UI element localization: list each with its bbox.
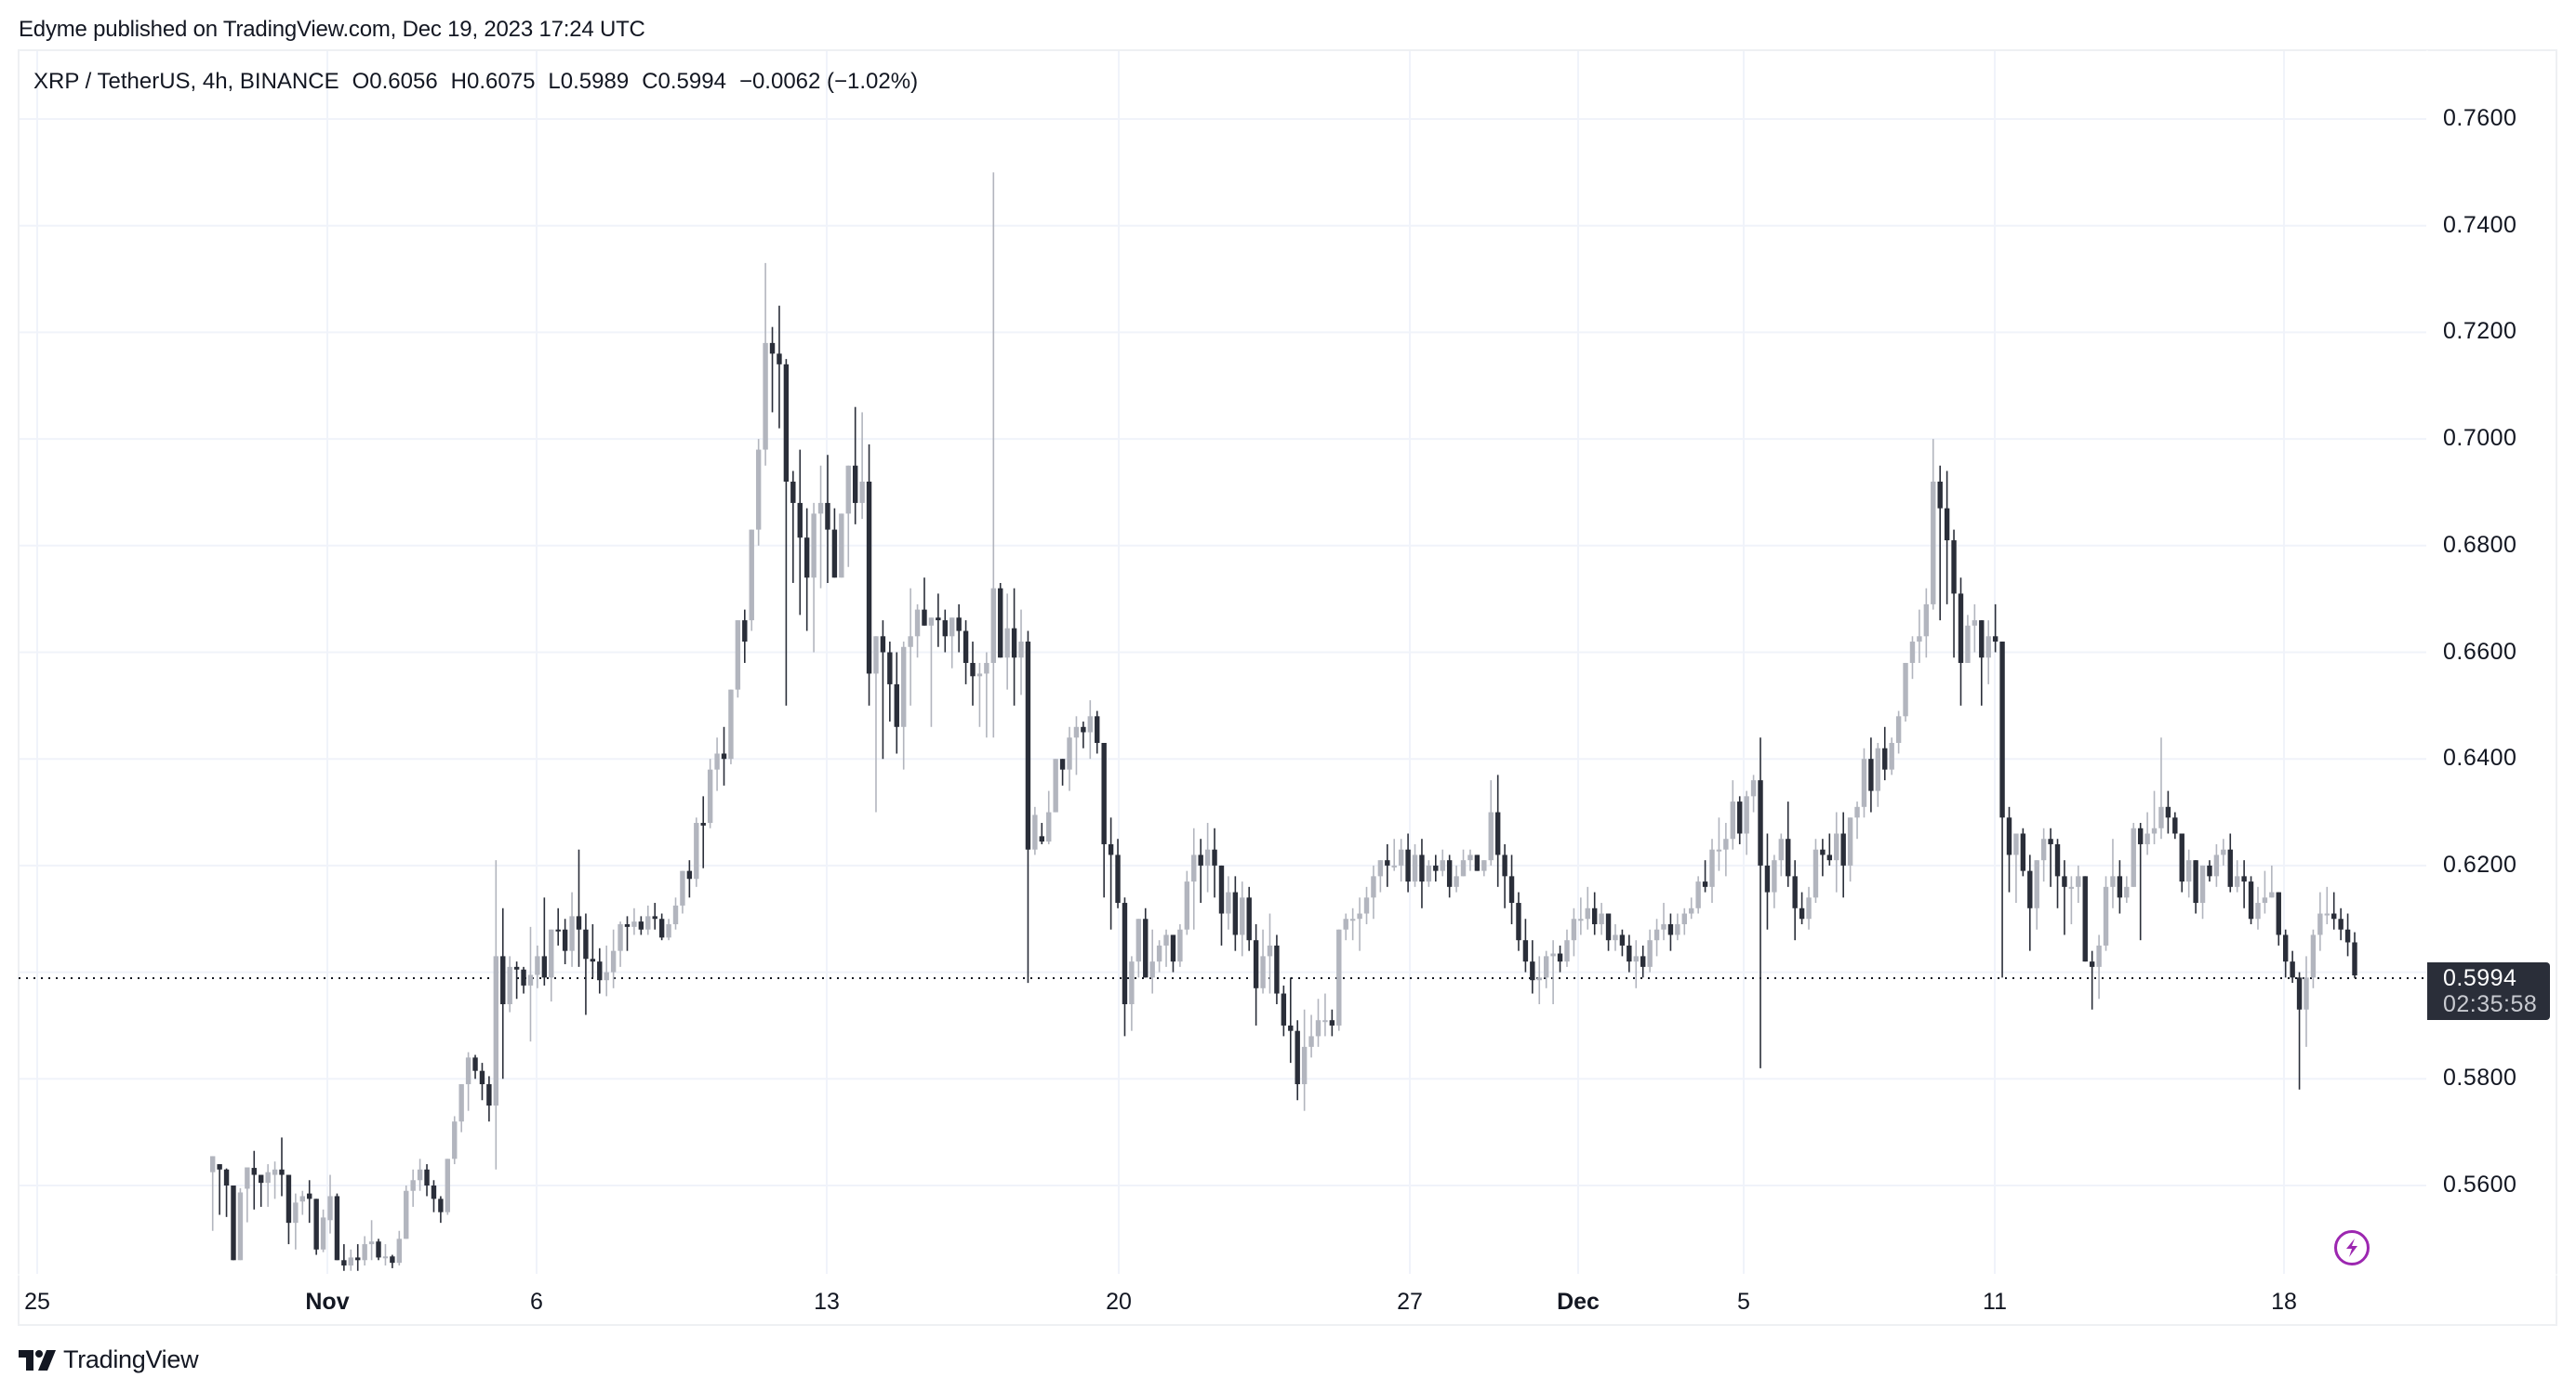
legend-symbol[interactable]: XRP / TetherUS, 4h, BINANCE [33, 69, 339, 94]
chart-legend: XRP / TetherUS, 4h, BINANCE O0.6056 H0.607… [33, 69, 931, 95]
time-tick-label: Nov [305, 1289, 350, 1315]
legend-close: C0.5994 [642, 69, 726, 94]
last-price-value: 0.5994 [2443, 965, 2517, 991]
tradingview-logo-icon [19, 1349, 56, 1371]
time-tick-label: 6 [530, 1289, 543, 1315]
footer-brand[interactable]: TradingView [19, 1345, 199, 1374]
publish-caption: Edyme published on TradingView.com, Dec … [19, 17, 645, 42]
time-tick-label: 13 [814, 1289, 840, 1315]
grid-lines [18, 51, 2557, 1276]
price-tick-label: 0.7200 [2443, 318, 2517, 345]
chart-frame [18, 49, 2557, 1326]
price-tick-label: 0.7400 [2443, 211, 2517, 238]
legend-open: O0.6056 [352, 69, 438, 94]
legend-change: −0.0062 (−1.02%) [738, 69, 919, 94]
footer-brand-name: TradingView [63, 1345, 199, 1373]
price-tick-label: 0.7000 [2443, 425, 2517, 452]
time-tick-label: 11 [1983, 1289, 2007, 1315]
bar-countdown: 02:35:58 [2443, 991, 2538, 1017]
time-tick-label: 5 [1737, 1289, 1750, 1315]
price-tick-label: 0.7600 [2443, 105, 2517, 131]
last-price-badge: 0.5994 02:35:58 [2427, 962, 2550, 1020]
legend-high: H0.6075 [450, 69, 536, 94]
price-tick-label: 0.6200 [2443, 851, 2517, 878]
time-tick-label: 25 [24, 1289, 50, 1315]
time-tick-label: 20 [1106, 1289, 1132, 1315]
time-tick-label: Dec [1557, 1289, 1600, 1315]
price-tick-label: 0.6800 [2443, 531, 2517, 558]
price-tick-label: 0.5800 [2443, 1065, 2517, 1092]
price-tick-label: 0.6400 [2443, 745, 2517, 772]
lightning-bolt-icon[interactable] [2334, 1230, 2370, 1265]
price-tick-label: 0.6600 [2443, 638, 2517, 665]
time-tick-label: 27 [1397, 1289, 1423, 1315]
candles [210, 172, 2357, 1271]
legend-low: L0.5989 [548, 69, 630, 94]
price-tick-label: 0.5600 [2443, 1172, 2517, 1198]
time-tick-label: 18 [2271, 1289, 2297, 1315]
